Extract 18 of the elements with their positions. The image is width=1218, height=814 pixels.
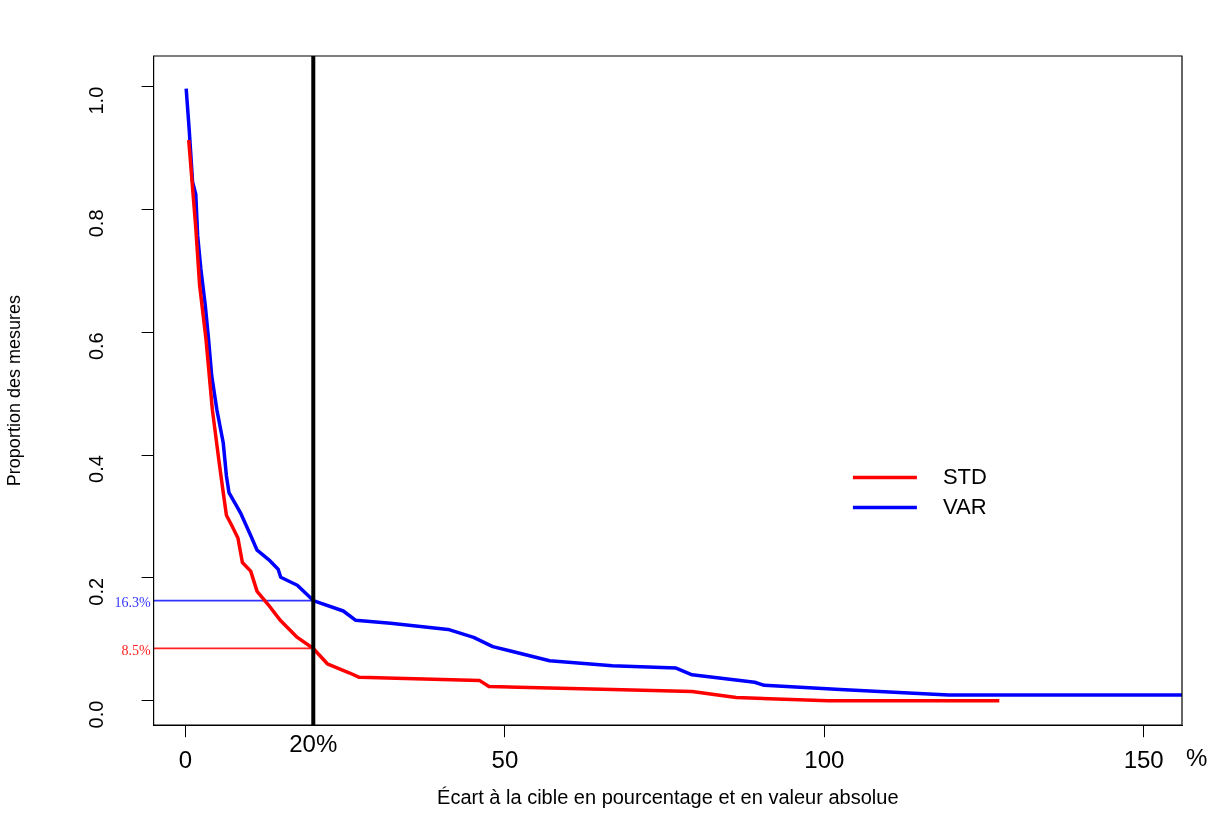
legend-label: STD (942, 463, 987, 489)
y-tick-label: 1.0 (85, 86, 108, 115)
y-tick-label: 0.2 (85, 577, 108, 606)
y-tick-label: 0.0 (85, 700, 108, 729)
text: % (1186, 743, 1208, 771)
x-tick-label: 100 (804, 746, 845, 774)
y-tick-label: 0.4 (85, 455, 108, 483)
x-axis-title: Écart à la cible en pourcentage et en valeur absolue (437, 785, 899, 808)
annotation: 8.5% (121, 643, 151, 659)
y-axis-title: Proportion des mesures (3, 295, 24, 487)
legend-label: VAR (942, 493, 987, 519)
y-tick-label: 0.6 (85, 332, 108, 361)
x-tick-label: 150 (1123, 746, 1164, 774)
ref-line-label: 20% (289, 729, 338, 757)
x-tick-label: 50 (491, 746, 519, 774)
annotation: 16.3% (114, 595, 151, 611)
y-tick-label: 0.8 (85, 209, 108, 238)
x-tick-label: 0 (178, 746, 193, 774)
